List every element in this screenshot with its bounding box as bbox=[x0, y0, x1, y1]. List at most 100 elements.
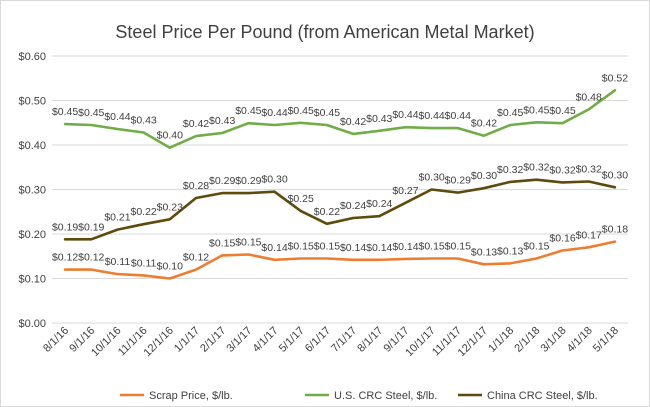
data-label: $0.11 bbox=[131, 257, 157, 269]
x-tick-label: 4/1/18 bbox=[565, 325, 595, 355]
x-tick-label: 12/1/17 bbox=[456, 325, 490, 359]
x-tick-label: 3/1/18 bbox=[539, 325, 569, 355]
legend: Scrap Price, $/lb. U.S. CRC Steel, $/lb. C… bbox=[120, 390, 598, 402]
data-label: $0.29 bbox=[235, 175, 261, 187]
data-label: $0.15 bbox=[235, 236, 261, 248]
data-label: $0.24 bbox=[340, 200, 366, 212]
data-label: $0.10 bbox=[157, 261, 183, 273]
data-label: $0.30 bbox=[471, 170, 497, 182]
data-label: $0.52 bbox=[602, 72, 628, 84]
data-label: $0.43 bbox=[366, 113, 392, 125]
data-label: $0.45 bbox=[235, 105, 261, 117]
data-label: $0.40 bbox=[157, 130, 183, 142]
data-label: $0.30 bbox=[418, 172, 444, 184]
data-label: $0.12 bbox=[52, 252, 78, 264]
x-tick-label: 12/1/16 bbox=[142, 325, 176, 359]
data-labels: $0.12 $0.12 $0.11 $0.11 $0.10$0.12$0.15 $0.15… bbox=[52, 72, 628, 272]
data-label: $0.12 bbox=[78, 252, 104, 264]
data-label: $0.14 bbox=[340, 242, 366, 254]
data-label: $0.12 bbox=[183, 252, 209, 264]
data-label: $0.42 bbox=[340, 116, 366, 128]
y-tick-label: $0.00 bbox=[18, 318, 46, 330]
data-label: $0.32 bbox=[549, 164, 575, 176]
legend-entry: Scrap Price, $/lb. bbox=[149, 390, 233, 402]
x-tick-label: 6/1/17 bbox=[303, 325, 333, 355]
data-label: $0.45 bbox=[78, 107, 104, 119]
data-label: $0.32 bbox=[523, 162, 549, 174]
data-label: $0.30 bbox=[602, 169, 628, 181]
data-label: $0.19 bbox=[52, 221, 78, 233]
data-label: $0.29 bbox=[209, 175, 235, 187]
data-label: $0.42 bbox=[471, 118, 497, 130]
y-tick-label: $0.40 bbox=[18, 140, 46, 152]
data-label: $0.24 bbox=[366, 198, 392, 210]
data-label: $0.17 bbox=[576, 229, 602, 241]
data-label: $0.25 bbox=[288, 193, 314, 205]
data-label: $0.15 bbox=[418, 240, 444, 252]
data-label: $0.44 bbox=[392, 109, 418, 121]
data-label: $0.44 bbox=[261, 107, 287, 119]
series-line bbox=[63, 240, 617, 280]
data-label: $0.45 bbox=[52, 106, 78, 118]
data-label: $0.42 bbox=[183, 118, 209, 130]
data-label: $0.15 bbox=[445, 240, 471, 252]
x-tick-labels: 8/1/169/1/1610/1/1611/1/1612/1/161/1/172… bbox=[41, 325, 621, 359]
chart-title: Steel Price Per Pound (from American Met… bbox=[115, 22, 535, 42]
data-label: $0.43 bbox=[209, 115, 235, 127]
y-tick-label: $0.10 bbox=[18, 274, 46, 286]
data-label: $0.32 bbox=[576, 163, 602, 175]
data-label: $0.19 bbox=[78, 221, 104, 233]
y-tick-labels: $0.00 $0.10 $0.20 $0.30 $0.40 $0.50 $0.60 bbox=[18, 51, 46, 330]
data-label: $0.13 bbox=[497, 245, 523, 257]
x-tick-label: 1/1/17 bbox=[172, 325, 202, 355]
y-tick-label: $0.50 bbox=[18, 96, 46, 108]
legend-entry: U.S. CRC Steel, $/lb. bbox=[334, 390, 437, 402]
y-tick-label: $0.60 bbox=[18, 51, 46, 63]
data-label: $0.23 bbox=[157, 201, 183, 213]
x-tick-label: 5/1/17 bbox=[277, 325, 307, 355]
series-line bbox=[63, 178, 617, 241]
x-tick-label: 4/1/17 bbox=[251, 325, 281, 355]
data-label: $0.45 bbox=[288, 105, 314, 117]
data-label: $0.27 bbox=[392, 185, 418, 197]
x-tick-label: 2/1/18 bbox=[512, 325, 542, 355]
data-label: $0.15 bbox=[209, 237, 235, 249]
data-label: $0.16 bbox=[549, 232, 575, 244]
data-label: $0.22 bbox=[130, 206, 156, 218]
data-label: $0.21 bbox=[104, 212, 130, 224]
data-label: $0.29 bbox=[445, 175, 471, 187]
legend-entry: China CRC Steel, $/lb. bbox=[487, 390, 598, 402]
data-label: $0.45 bbox=[549, 105, 575, 117]
x-tick-label: 2/1/17 bbox=[198, 325, 228, 355]
data-label: $0.14 bbox=[366, 242, 392, 254]
gridlines bbox=[52, 55, 628, 324]
x-tick-label: 1/1/18 bbox=[486, 325, 516, 355]
x-tick-label: 3/1/17 bbox=[224, 325, 254, 355]
data-label: $0.44 bbox=[104, 111, 130, 123]
data-label: $0.11 bbox=[105, 256, 131, 268]
data-label: $0.44 bbox=[418, 110, 444, 122]
x-tick-label: 8/1/17 bbox=[355, 325, 385, 355]
data-label: $0.32 bbox=[497, 164, 523, 176]
data-label: $0.14 bbox=[392, 241, 418, 253]
data-label: $0.15 bbox=[314, 240, 340, 252]
data-label: $0.45 bbox=[314, 107, 340, 119]
data-label: $0.13 bbox=[471, 246, 497, 258]
data-label: $0.15 bbox=[288, 240, 314, 252]
data-label: $0.15 bbox=[523, 240, 549, 252]
data-label: $0.45 bbox=[497, 107, 523, 119]
data-label: $0.22 bbox=[314, 206, 340, 218]
data-label: $0.44 bbox=[445, 110, 471, 122]
data-label: $0.28 bbox=[183, 180, 209, 192]
series-lines bbox=[63, 89, 617, 280]
data-label: $0.45 bbox=[523, 104, 549, 116]
y-tick-label: $0.20 bbox=[18, 229, 46, 241]
data-label: $0.30 bbox=[261, 174, 287, 186]
data-label: $0.18 bbox=[602, 224, 628, 236]
y-tick-label: $0.30 bbox=[18, 185, 46, 197]
data-label: $0.14 bbox=[261, 242, 287, 254]
series-line bbox=[63, 89, 617, 149]
data-label: $0.43 bbox=[130, 115, 156, 127]
data-label: $0.48 bbox=[576, 91, 602, 103]
